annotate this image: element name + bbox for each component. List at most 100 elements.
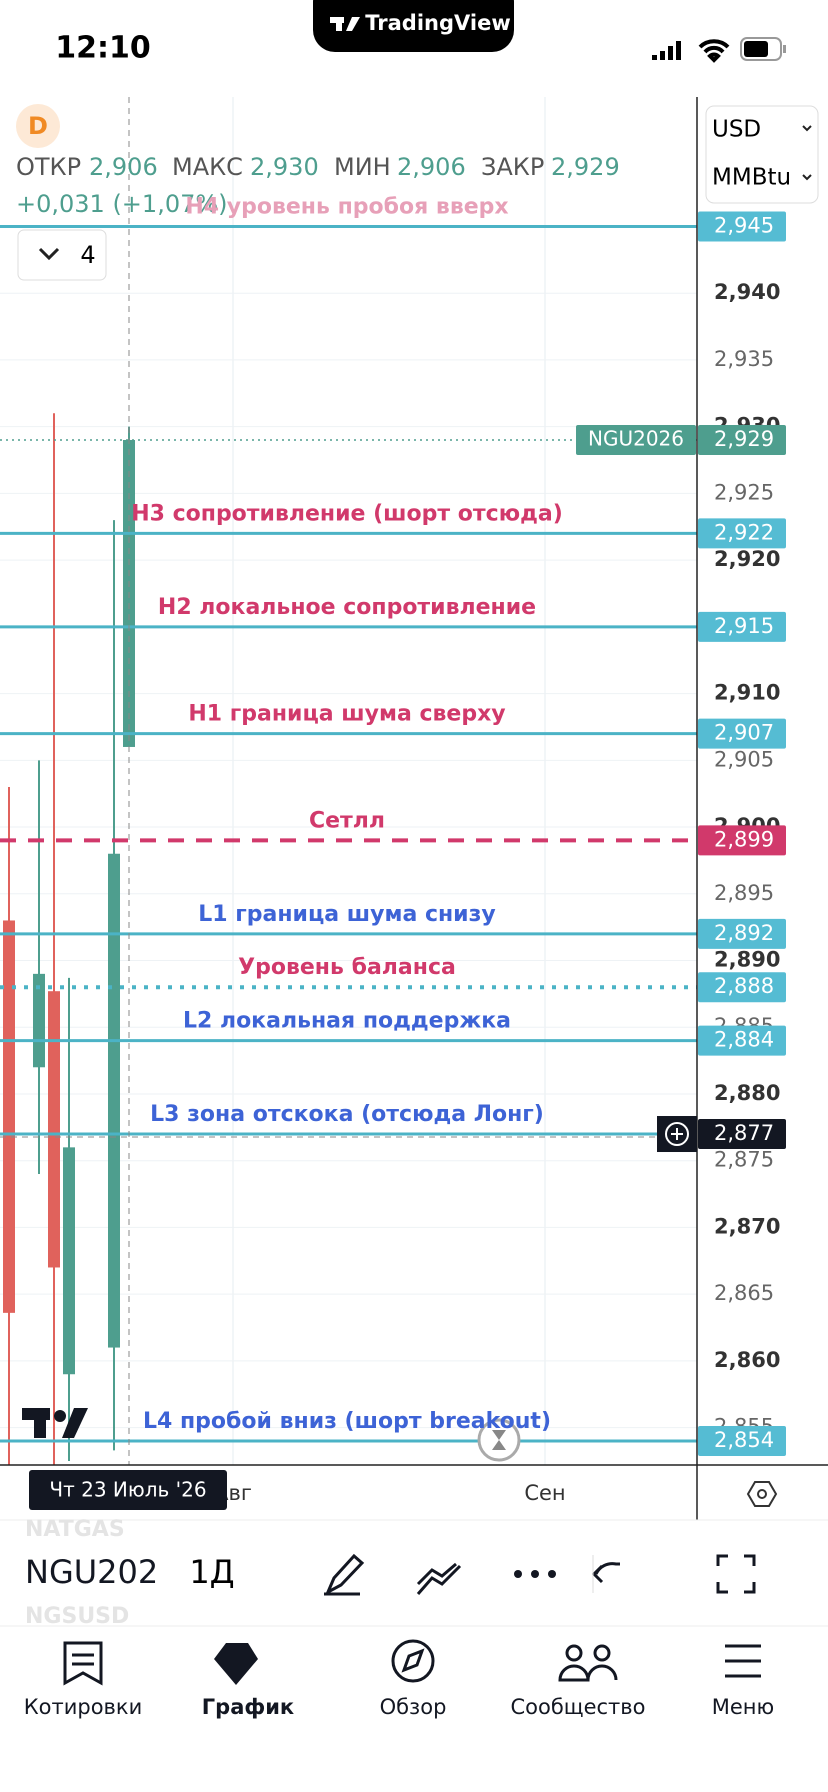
level-tag — [698, 611, 786, 642]
level-tag — [698, 518, 786, 549]
open-value: 2,906 — [89, 153, 158, 181]
y-tick-label: 2,910 — [714, 681, 780, 705]
overview-needle — [401, 1648, 425, 1673]
level-tag-label: 2,922 — [714, 520, 774, 544]
nav-item[interactable]: Сообщество — [510, 1695, 645, 1719]
nav-item[interactable]: Котировки — [24, 1695, 143, 1719]
chart-icon — [214, 1643, 258, 1685]
symbol-icon[interactable] — [16, 104, 60, 148]
currency-selector[interactable] — [705, 105, 819, 204]
community-icon — [558, 1664, 618, 1682]
app-pill — [313, 0, 514, 52]
level-text: Уровень баланса — [238, 955, 456, 980]
level-text: L3 зона отскока (отсюда Лонг) — [150, 1102, 544, 1127]
level-tag-label: 2,888 — [714, 974, 774, 998]
more-button[interactable] — [514, 1570, 556, 1578]
nav-item[interactable]: Меню — [712, 1695, 774, 1719]
candle-body — [63, 1147, 75, 1375]
y-tick-label: 2,905 — [714, 747, 774, 771]
level-text: H1 граница шума сверху — [188, 702, 505, 727]
level-tag-label: 2,945 — [714, 213, 774, 237]
change-value: +0,031 (+1,07%) — [16, 190, 228, 218]
level-tag-label: 2,899 — [714, 827, 774, 851]
replay-button[interactable] — [477, 1418, 521, 1462]
current-price-symbol: NGU2026 — [588, 427, 684, 451]
battery-icon — [740, 37, 786, 61]
symbol-icon-letter: D — [28, 112, 48, 140]
community-head — [565, 1644, 583, 1662]
level-tag-label: 2,892 — [714, 921, 774, 945]
y-tick-label: 2,865 — [714, 1281, 774, 1305]
time-tooltip: Чт 23 Июль '26 — [49, 1478, 206, 1502]
level-tag-label: 2,877 — [714, 1121, 774, 1145]
candle-body — [48, 991, 60, 1268]
interval-button[interactable]: 1Д — [189, 1553, 234, 1591]
level-text: H3 сопротивление (шорт отсюда) — [131, 501, 563, 526]
crosshair-add-plus — [671, 1128, 683, 1141]
y-tick-label: 2,875 — [714, 1148, 774, 1172]
symbol-button[interactable]: NGU202 — [25, 1553, 158, 1591]
symbol-below: NGSUSD — [25, 1604, 129, 1629]
level-tag-label: 2,854 — [714, 1428, 774, 1452]
y-tick-label: 2,895 — [714, 881, 774, 905]
close-value: 2,929 — [551, 153, 620, 181]
candle-body — [108, 853, 120, 1348]
crosshair-add-button[interactable] — [665, 1122, 689, 1147]
level-text: L4 пробой вниз (шорт breakout) — [143, 1409, 551, 1434]
low-value: 2,906 — [397, 153, 466, 181]
current-price-value: 2,929 — [714, 427, 774, 451]
y-tick-label: 2,870 — [714, 1214, 780, 1238]
current-price-value-tag — [698, 425, 786, 456]
x-tick-label: Сен — [524, 1481, 565, 1505]
collapse-count: 4 — [80, 241, 95, 269]
unit: MMBtu — [712, 165, 791, 191]
wifi-icon — [698, 39, 730, 63]
y-tick-label: 2,890 — [714, 948, 780, 972]
app-logo — [330, 17, 360, 31]
currency: USD — [712, 117, 761, 143]
signal-icon — [652, 41, 681, 60]
low-label: МИН — [334, 153, 391, 181]
y-tick-label: 2,935 — [714, 347, 774, 371]
app-name: TradingView — [365, 11, 510, 35]
nav-item[interactable]: Обзор — [380, 1695, 447, 1719]
collapse-button[interactable] — [17, 229, 107, 281]
status-time: 12:10 — [55, 31, 151, 66]
y-tick-label: 2,880 — [714, 1081, 780, 1105]
community-head — [593, 1644, 611, 1662]
time-tooltip-bg — [29, 1470, 227, 1510]
overview-icon — [391, 1639, 435, 1683]
nav-item[interactable]: График — [202, 1695, 294, 1719]
level-tag-label: 2,884 — [714, 1028, 774, 1052]
level-tag — [698, 1025, 786, 1056]
candle-body — [33, 973, 45, 1068]
level-tag — [698, 918, 786, 949]
y-tick-label: 2,925 — [714, 480, 774, 504]
menu-icon — [725, 1644, 761, 1678]
close-label: ЗАКР — [481, 153, 544, 181]
level-tag — [698, 211, 786, 242]
fullscreen-button[interactable] — [716, 1554, 756, 1594]
level-tag — [698, 972, 786, 1003]
symbol-above: NATGAS — [25, 1517, 125, 1542]
level-tag — [698, 825, 786, 856]
level-text: Сетлл — [309, 808, 385, 833]
watermark-logo — [22, 1408, 88, 1438]
high-value: 2,930 — [250, 153, 319, 181]
undo-button[interactable] — [591, 1562, 620, 1584]
high-label: МАКС — [172, 153, 243, 181]
draw-tool[interactable] — [324, 1553, 365, 1596]
level-tag-label: 2,915 — [714, 614, 774, 638]
level-tag — [698, 718, 786, 749]
y-tick-label: 2,860 — [714, 1348, 780, 1372]
candle-body — [3, 920, 15, 1313]
level-text: H2 локальное сопротивление — [158, 595, 536, 620]
indicators-tool[interactable] — [416, 1562, 462, 1595]
level-text: L1 граница шума снизу — [198, 902, 495, 927]
y-tick-label: 2,940 — [714, 280, 780, 304]
level-tag — [698, 1425, 786, 1456]
settings-button[interactable] — [746, 1481, 778, 1507]
current-price-tag — [576, 425, 696, 456]
level-text: H4 уровень пробоя вверх — [185, 194, 508, 219]
